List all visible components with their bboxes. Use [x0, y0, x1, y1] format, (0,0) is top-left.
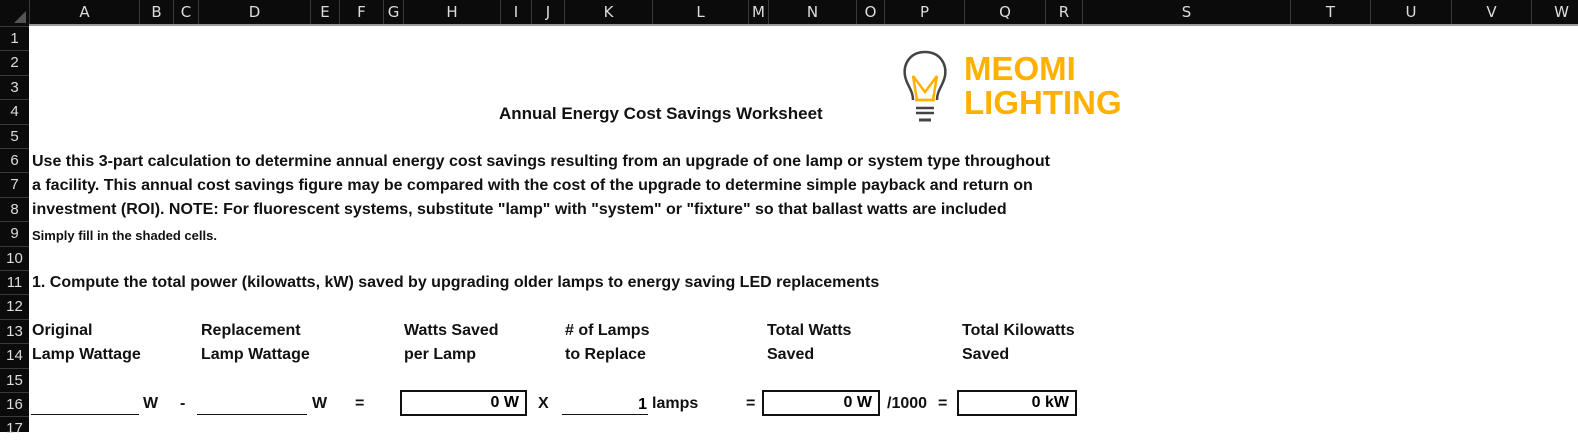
row-header-3[interactable]: 3	[0, 74, 29, 99]
logo-text-line1: MEOMI	[964, 50, 1076, 87]
logo-text-line2: LIGHTING	[964, 84, 1122, 121]
column-header-K[interactable]: K	[564, 0, 652, 24]
column-header-N[interactable]: N	[768, 0, 856, 24]
row-header-8[interactable]: 8	[0, 196, 29, 221]
row-header-10[interactable]: 10	[0, 245, 29, 270]
replacement-wattage-input[interactable]	[197, 395, 307, 415]
header-watts-saved-l1: Watts Saved	[404, 322, 499, 339]
header-watts-saved-l2: per Lamp	[404, 346, 477, 363]
column-header-B[interactable]: B	[139, 0, 173, 24]
equals-2: =	[746, 395, 756, 412]
row-header-4[interactable]: 4	[0, 99, 29, 123]
select-all-button[interactable]	[0, 0, 29, 26]
unit-w-2: W	[312, 395, 328, 412]
header-lamps-l1: # of Lamps	[565, 322, 650, 339]
row-header-9[interactable]: 9	[0, 221, 29, 245]
equals-3: =	[938, 395, 948, 412]
row-header-16[interactable]: 16	[0, 392, 29, 416]
row-header-12[interactable]: 12	[0, 294, 29, 318]
column-header-U[interactable]: U	[1370, 0, 1451, 24]
total-watts-output: 0 W	[762, 390, 880, 416]
header-total-watts-l2: Saved	[767, 346, 815, 363]
column-header-F[interactable]: F	[339, 0, 383, 24]
column-header-L[interactable]: L	[652, 0, 748, 24]
column-header-A[interactable]: A	[29, 0, 139, 24]
header-total-watts-l1: Total Watts	[767, 322, 852, 339]
watts-saved-output: 0 W	[400, 390, 527, 416]
header-lamps-l2: to Replace	[565, 346, 646, 363]
unit-w-1: W	[143, 395, 159, 412]
intro-line-2: a facility. This annual cost savings fig…	[32, 177, 1033, 194]
row-header-17[interactable]: 17	[0, 416, 29, 440]
lamps-input[interactable]: 1	[562, 395, 648, 415]
divide-by-1000: /1000	[887, 395, 928, 412]
row-header-bar: 1 2 3 4 5 6 7 8 9 10 11 12 13 14 15 16 17	[0, 26, 29, 437]
times-sign: X	[538, 395, 549, 412]
equals-1: =	[355, 395, 365, 412]
column-header-O[interactable]: O	[856, 0, 884, 24]
row-header-6[interactable]: 6	[0, 148, 29, 172]
header-total-kw-l1: Total Kilowatts	[962, 322, 1075, 339]
row-header-15[interactable]: 15	[0, 367, 29, 392]
column-header-Q[interactable]: Q	[964, 0, 1045, 24]
column-header-C[interactable]: C	[173, 0, 198, 24]
row-header-7[interactable]: 7	[0, 172, 29, 196]
column-header-S[interactable]: S	[1082, 0, 1290, 24]
row-header-11[interactable]: 11	[0, 270, 29, 294]
header-original-l2: Lamp Wattage	[32, 346, 141, 363]
intro-line-1: Use this 3-part calculation to determine…	[32, 153, 1050, 170]
column-header-H[interactable]: H	[403, 0, 500, 24]
row-header-13[interactable]: 13	[0, 318, 29, 343]
row-header-2[interactable]: 2	[0, 50, 29, 74]
hint-text: Simply fill in the shaded cells.	[32, 228, 217, 243]
row-header-14[interactable]: 14	[0, 343, 29, 367]
lamps-unit: lamps	[652, 395, 699, 412]
page-title: Annual Energy Cost Savings Worksheet	[499, 104, 823, 123]
intro-line-3: investment (ROI). NOTE: For fluorescent …	[32, 201, 1007, 218]
column-header-P[interactable]: P	[884, 0, 964, 24]
header-total-kw-l2: Saved	[962, 346, 1010, 363]
header-original-l1: Original	[32, 322, 93, 339]
column-header-D[interactable]: D	[198, 0, 310, 24]
column-header-J[interactable]: J	[531, 0, 564, 24]
minus-sign: -	[180, 395, 186, 412]
header-replacement-l2: Lamp Wattage	[201, 346, 310, 363]
logo: MEOMI LIGHTING	[900, 50, 1140, 130]
section-1-heading: 1. Compute the total power (kilowatts, k…	[32, 274, 880, 291]
column-header-I[interactable]: I	[500, 0, 531, 24]
row-header-1[interactable]: 1	[0, 26, 29, 50]
column-header-V[interactable]: V	[1451, 0, 1531, 24]
column-header-W[interactable]: W	[1531, 0, 1578, 24]
column-header-R[interactable]: R	[1045, 0, 1082, 24]
row-header-5[interactable]: 5	[0, 123, 29, 148]
column-header-T[interactable]: T	[1290, 0, 1370, 24]
total-kw-output: 0 kW	[957, 390, 1077, 416]
lightbulb-icon	[903, 50, 947, 122]
original-wattage-input[interactable]	[31, 395, 139, 415]
column-header-G[interactable]: G	[383, 0, 403, 24]
column-header-M[interactable]: M	[748, 0, 768, 24]
header-replacement-l1: Replacement	[201, 322, 301, 339]
column-header-E[interactable]: E	[310, 0, 339, 24]
